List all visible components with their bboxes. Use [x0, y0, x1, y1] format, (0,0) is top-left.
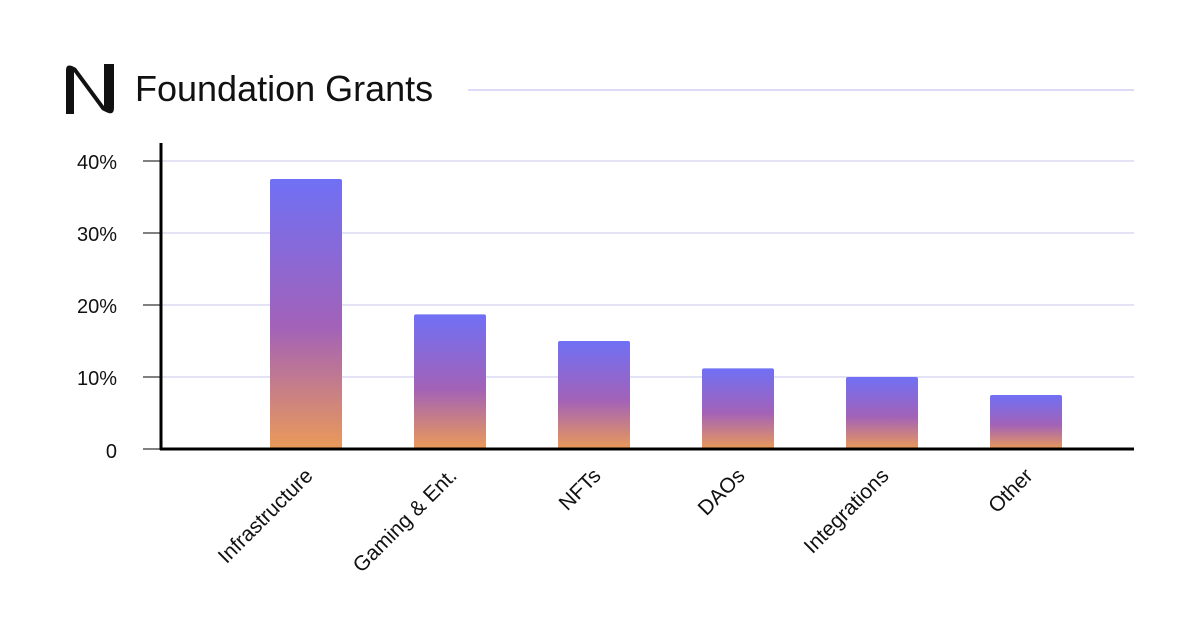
- x-category-label: Integrations: [800, 464, 894, 558]
- bar: [702, 368, 774, 449]
- y-tick-label: 30%: [77, 224, 117, 246]
- x-axis-labels: Infrastructure Gaming & Ent. NFTs DAOs Integ…: [214, 464, 1038, 577]
- y-axis-ticks: 0 10% 20% 30% 40%: [77, 152, 161, 463]
- y-tick-label: 20%: [77, 296, 117, 318]
- near-logo-icon: [66, 64, 114, 114]
- bars: [270, 179, 1062, 449]
- bar: [414, 314, 486, 449]
- chart-title: Foundation Grants: [135, 68, 433, 109]
- bar: [990, 395, 1062, 449]
- x-category-label: Gaming & Ent.: [349, 464, 462, 577]
- axes: [159, 143, 1134, 451]
- y-tick-label: 0: [106, 441, 117, 463]
- bar: [846, 377, 918, 449]
- bar: [558, 341, 630, 449]
- x-category-label: DAOs: [694, 464, 750, 520]
- bar: [270, 179, 342, 449]
- x-category-label: Other: [984, 464, 1037, 517]
- y-tick-label: 10%: [77, 368, 117, 390]
- x-category-label: NFTs: [555, 464, 606, 515]
- x-category-label: Infrastructure: [214, 464, 318, 568]
- y-tick-label: 40%: [77, 152, 117, 174]
- header: Foundation Grants: [66, 64, 1134, 114]
